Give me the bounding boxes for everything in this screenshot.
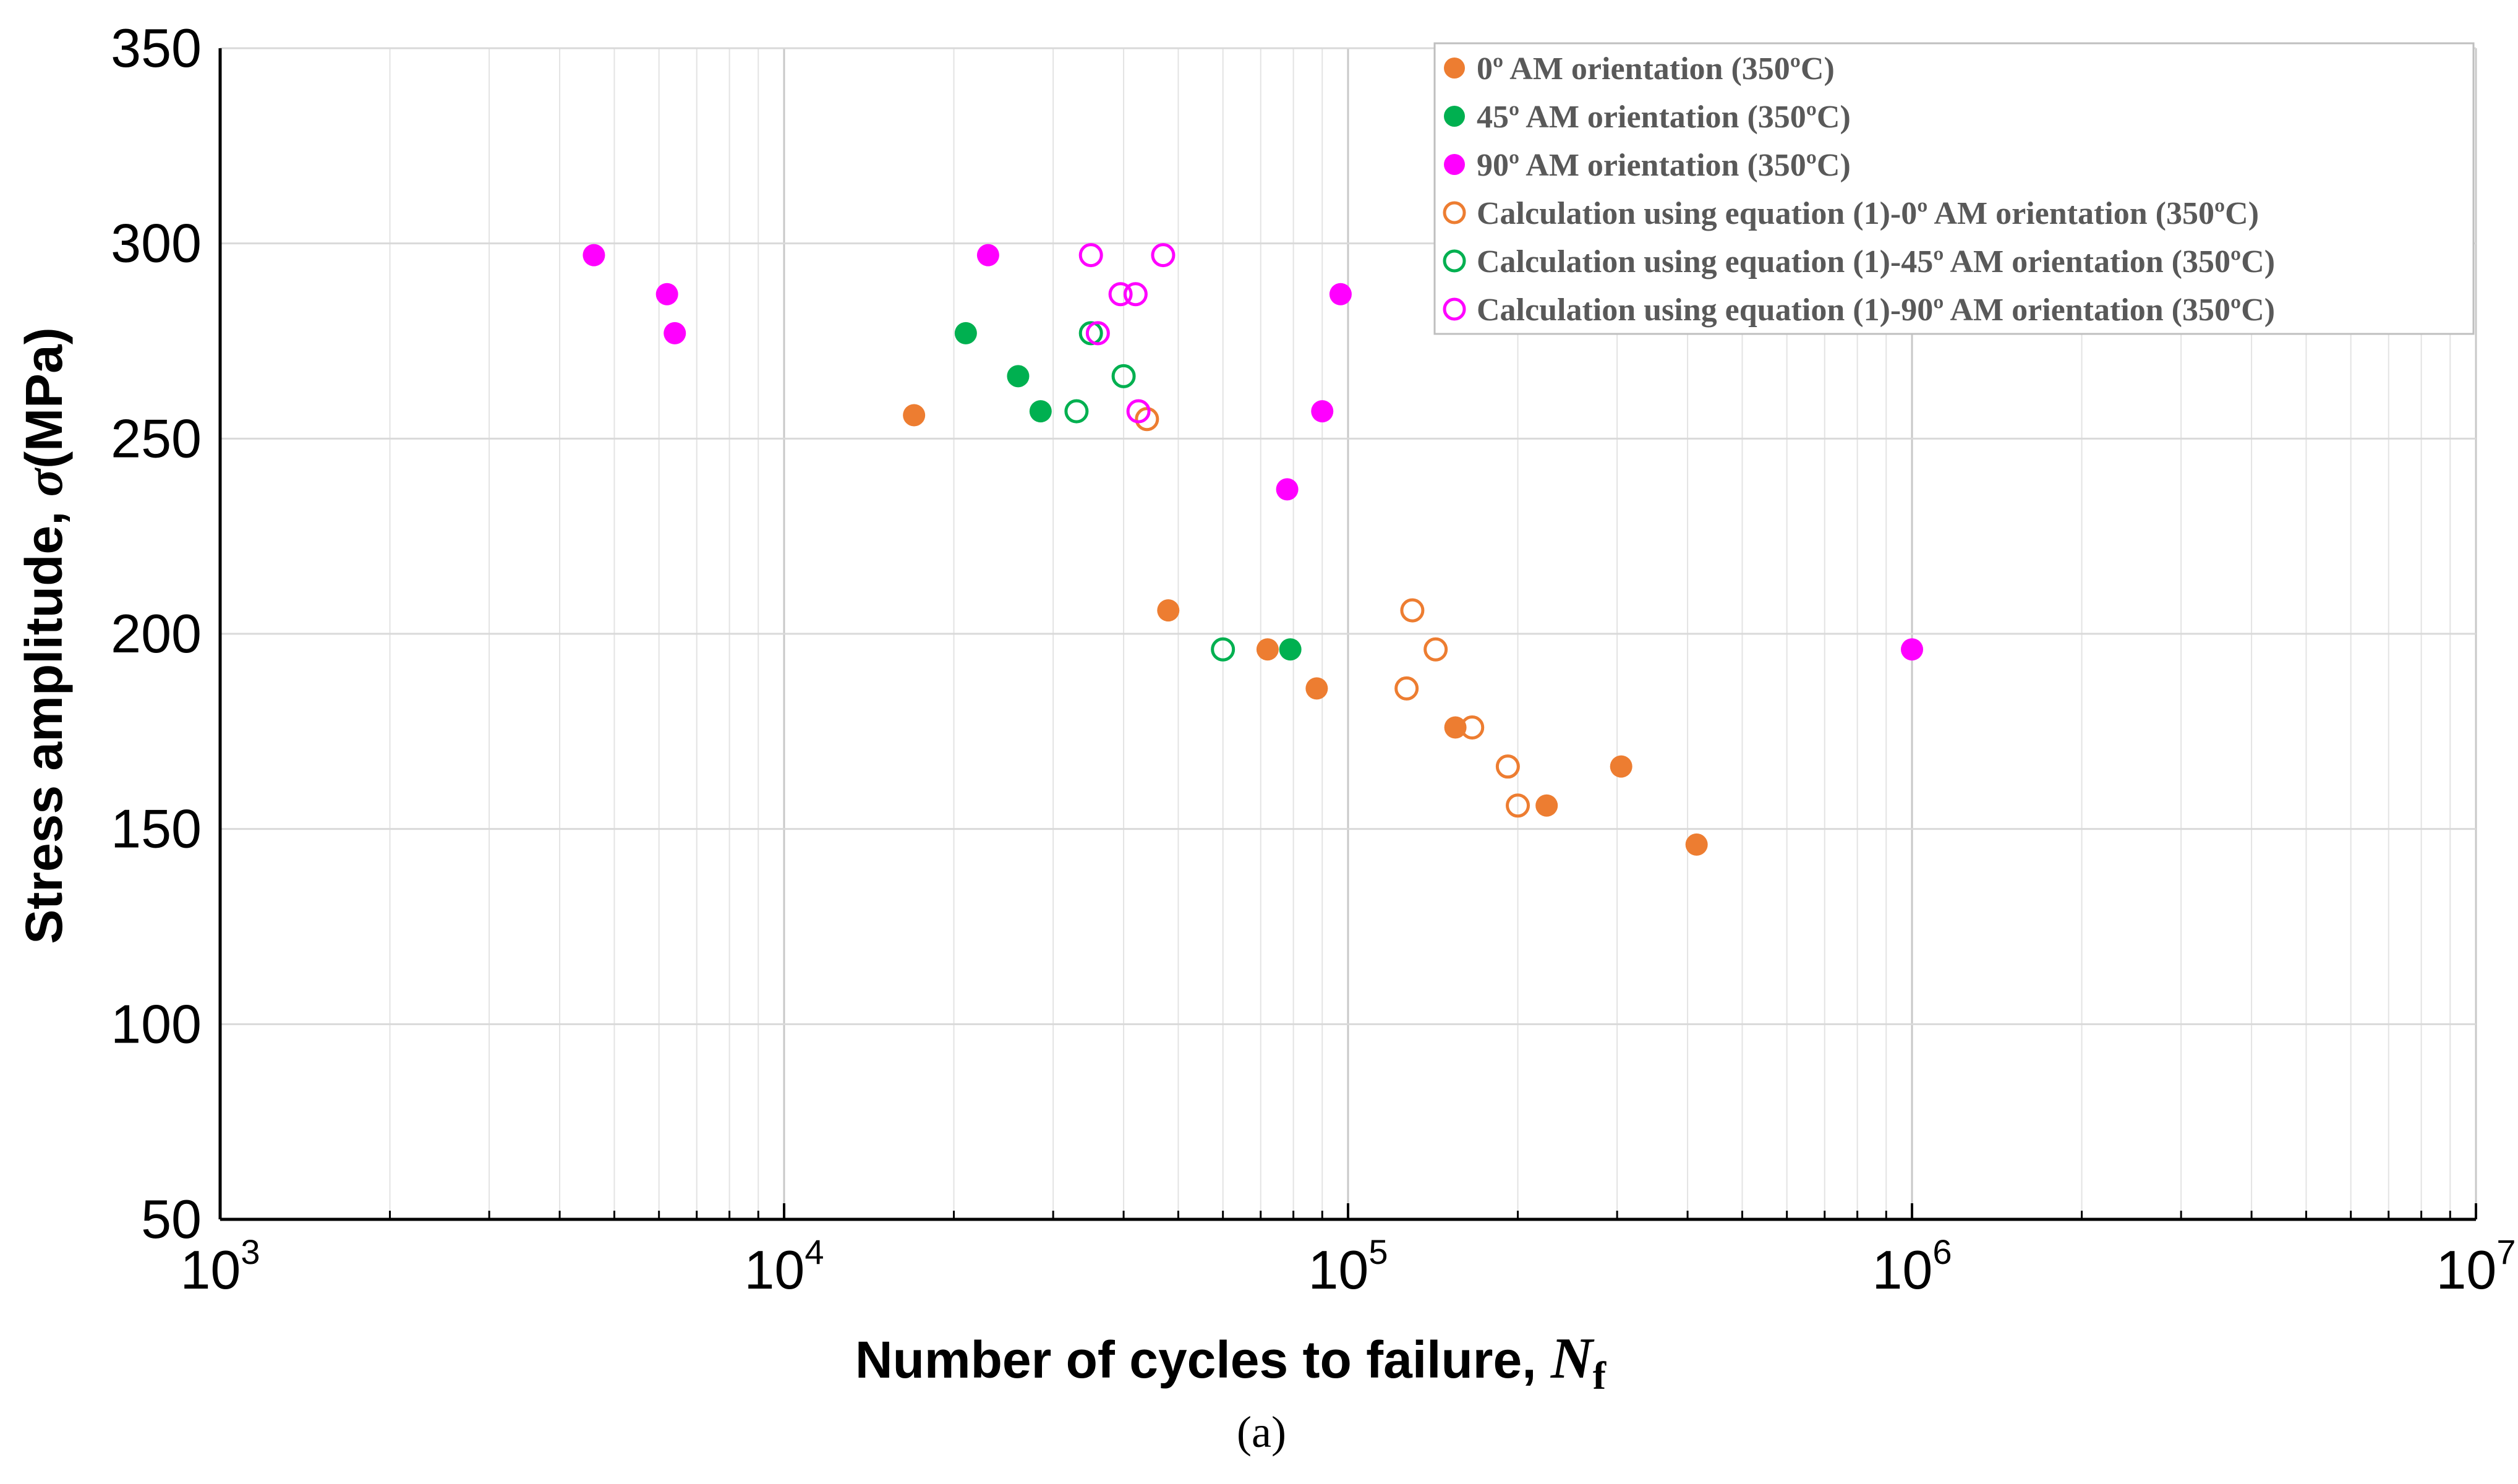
data-point-series-3 xyxy=(1495,754,1520,779)
data-point-series-2 xyxy=(1329,283,1352,305)
data-point-series-5 xyxy=(1123,282,1148,307)
data-point-series-4 xyxy=(1211,637,1236,662)
data-point-series-4 xyxy=(1078,321,1103,346)
data-point-series-0 xyxy=(1535,794,1558,817)
data-point-series-2 xyxy=(655,283,678,305)
x-axis-ticks xyxy=(219,1203,2477,1219)
data-point-series-5 xyxy=(1151,243,1176,268)
legend-marker xyxy=(1443,249,1466,273)
legend-marker xyxy=(1444,106,1465,127)
data-point-series-0 xyxy=(1305,677,1328,700)
data-point-series-3 xyxy=(1423,637,1448,662)
x-axis-title-sub: f xyxy=(1593,1354,1607,1397)
data-point-series-0 xyxy=(1157,599,1180,622)
legend-box xyxy=(1433,42,2475,335)
data-point-series-2 xyxy=(664,322,686,344)
y-tick-label: 50 xyxy=(141,1188,202,1250)
legend-entries: 0º AM orientation (350ºC) 45º AM orientat… xyxy=(1443,51,2275,328)
data-point-series-3 xyxy=(1135,407,1159,432)
data-point-series-0 xyxy=(1685,833,1708,856)
data-point-series-4 xyxy=(1064,399,1089,424)
legend-label: Calculation using equation (1)-90º AM or… xyxy=(1477,292,2275,328)
data-point-series-3 xyxy=(1506,793,1530,818)
y-tick-label: 100 xyxy=(111,993,202,1054)
y-tick-label: 350 xyxy=(111,17,202,79)
legend: 0º AM orientation (350ºC) 45º AM orientat… xyxy=(1433,42,2475,335)
legend-marker xyxy=(1443,297,1466,321)
y-tick-label: 200 xyxy=(111,603,202,664)
data-point-series-0 xyxy=(1610,755,1632,778)
y-tick-label: 150 xyxy=(111,798,202,859)
data-point-series-3 xyxy=(1400,598,1425,623)
data-point-series-2 xyxy=(1311,400,1334,423)
data-point-series-1 xyxy=(1007,365,1030,388)
y-axis-tick-labels: 50 100 150 200 250 300 350 xyxy=(111,17,202,1250)
y-tick-label: 250 xyxy=(111,407,202,469)
legend-marker xyxy=(1444,58,1465,79)
data-point-series-5 xyxy=(1085,321,1110,346)
legend-label: Calculation using equation (1)-45º AM or… xyxy=(1477,244,2275,279)
legend-label: 90º AM orientation (350ºC) xyxy=(1477,148,1851,183)
y-axis-title-unit: (MPa) xyxy=(15,327,73,469)
data-point-series-5 xyxy=(1126,399,1151,424)
data-point-series-4 xyxy=(1111,364,1136,388)
x-tick-label: 107 xyxy=(2436,1232,2516,1300)
data-point-series-5 xyxy=(1108,282,1133,307)
data-points xyxy=(583,243,1923,856)
legend-marker xyxy=(1444,154,1465,175)
data-point-series-1 xyxy=(1279,638,1302,661)
y-tick-label: 300 xyxy=(111,213,202,274)
legend-label: Calculation using equation (1)-0º AM ori… xyxy=(1477,196,2259,231)
y-axis-title: Stress amplitude, σ(MPa) xyxy=(15,327,74,944)
data-point-series-2 xyxy=(976,244,999,267)
x-axis-title-main: Number of cycles to failure, xyxy=(855,1331,1551,1389)
data-point-series-0 xyxy=(903,404,926,427)
x-tick-label: 103 xyxy=(180,1232,260,1300)
data-point-series-2 xyxy=(583,244,605,267)
x-axis-tick-labels: 103 104 105 106 107 xyxy=(180,1232,2516,1300)
x-axis-title-symbol: N xyxy=(1550,1326,1595,1391)
data-point-series-1 xyxy=(954,322,977,344)
x-tick-label: 104 xyxy=(744,1232,824,1300)
figure-caption: (a) xyxy=(1237,1407,1286,1457)
data-point-series-0 xyxy=(1256,638,1279,661)
data-point-series-2 xyxy=(1901,638,1923,661)
legend-label: 0º AM orientation (350ºC) xyxy=(1477,51,1835,87)
x-tick-label: 106 xyxy=(1872,1232,1952,1300)
y-axis-title-symbol: σ xyxy=(16,467,74,497)
data-point-series-1 xyxy=(1029,400,1052,423)
legend-label: 45º AM orientation (350ºC) xyxy=(1477,100,1851,135)
x-tick-label: 105 xyxy=(1308,1232,1388,1300)
legend-marker xyxy=(1443,201,1466,224)
data-point-series-0 xyxy=(1444,716,1467,739)
y-axis-title-main: Stress amplitude, xyxy=(15,497,73,944)
data-point-series-3 xyxy=(1394,676,1419,701)
data-point-series-5 xyxy=(1078,243,1103,268)
data-point-series-3 xyxy=(1460,715,1485,740)
x-axis-title: Number of cycles to failure, Nf xyxy=(855,1326,1607,1397)
data-point-series-2 xyxy=(1276,478,1299,501)
